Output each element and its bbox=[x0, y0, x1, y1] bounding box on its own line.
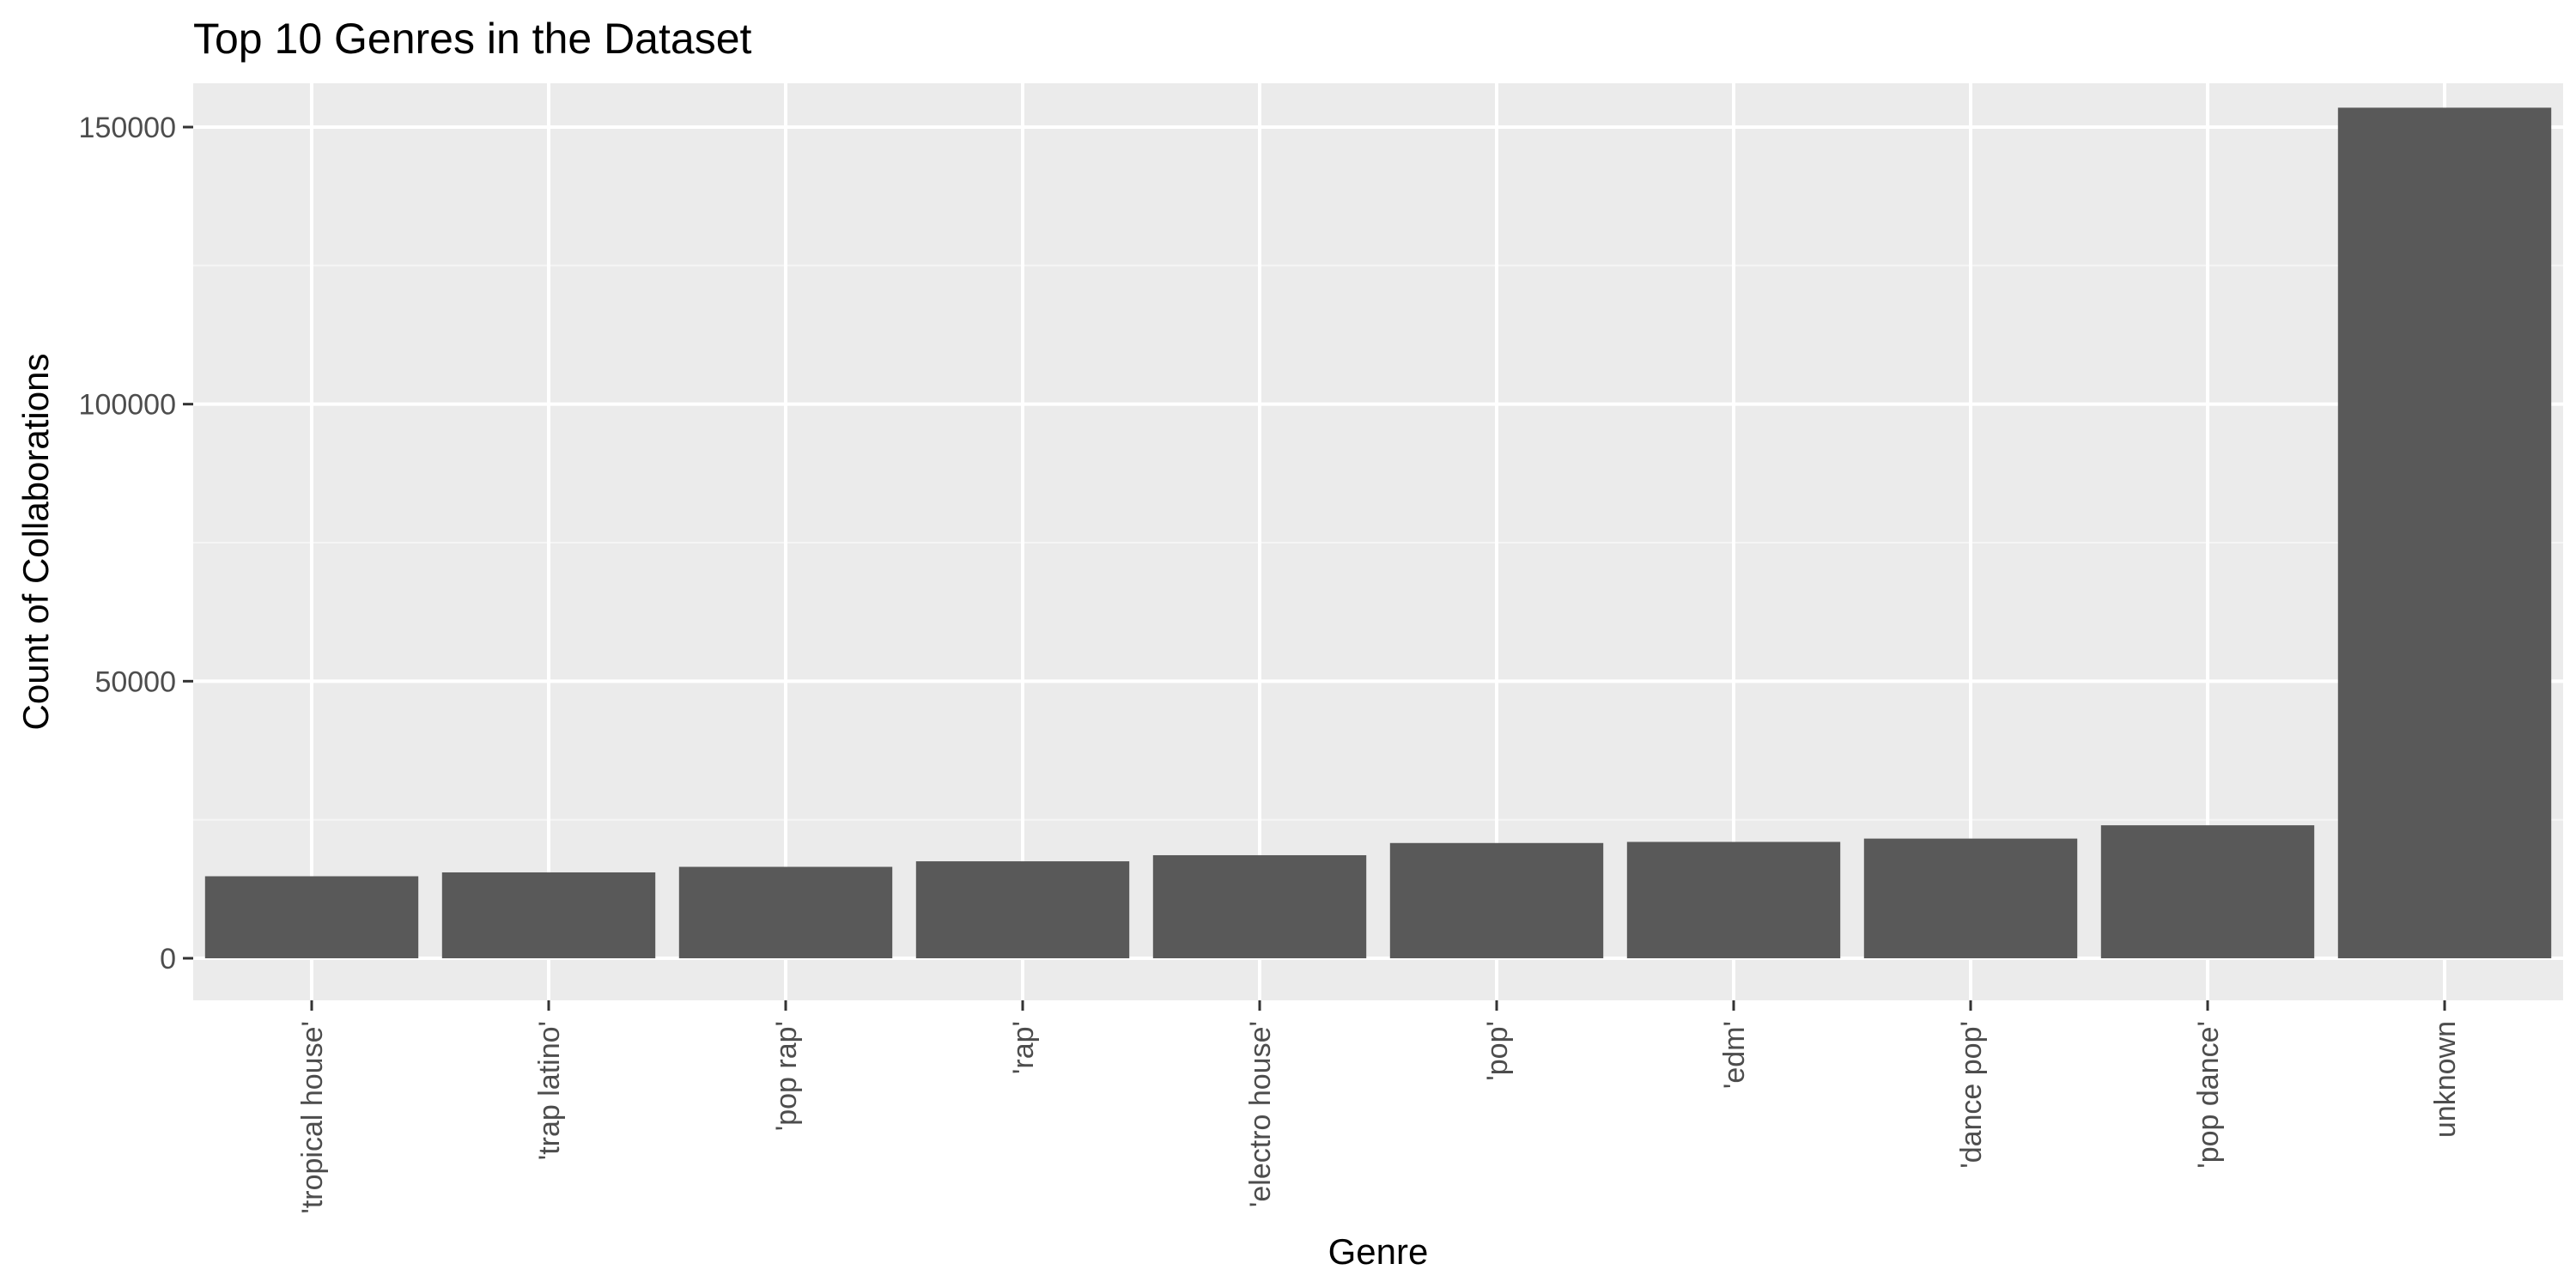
y-tick-label: 0 bbox=[160, 943, 176, 975]
x-tick-label: 'tropical house' bbox=[296, 1021, 329, 1214]
x-tick-label: unknown bbox=[2429, 1021, 2462, 1138]
y-tick-label: 100000 bbox=[79, 389, 176, 422]
bar bbox=[441, 872, 656, 958]
bar bbox=[1152, 854, 1367, 958]
x-tick-label: 'trap latino' bbox=[533, 1021, 566, 1160]
x-axis-title: Genre bbox=[1328, 1231, 1429, 1272]
x-tick-label: 'pop dance' bbox=[2192, 1021, 2225, 1169]
y-axis-title: Count of Collaborations bbox=[15, 354, 56, 731]
bar bbox=[1389, 842, 1604, 958]
y-tick-label: 50000 bbox=[94, 665, 176, 698]
bar bbox=[678, 866, 893, 958]
bar bbox=[204, 876, 419, 958]
grid-lines bbox=[193, 83, 2563, 1000]
bar bbox=[915, 861, 1130, 958]
x-tick-label: 'electro house' bbox=[1244, 1021, 1277, 1207]
bar bbox=[2100, 825, 2315, 958]
x-tick-label: 'rap' bbox=[1007, 1021, 1040, 1074]
chart-title: Top 10 Genres in the Dataset bbox=[193, 15, 751, 63]
x-axis: 'tropical house' 'trap latino' 'pop rap' 'r… bbox=[296, 1000, 2462, 1214]
bar bbox=[1863, 838, 2078, 958]
x-tick-label: 'pop rap' bbox=[770, 1021, 803, 1131]
y-axis: 0 50000 100000 150000 bbox=[79, 112, 193, 975]
x-tick-label: 'dance pop' bbox=[1955, 1021, 1988, 1169]
x-tick-label: 'pop' bbox=[1481, 1021, 1514, 1081]
bars bbox=[204, 107, 2552, 958]
bar bbox=[1626, 841, 1841, 958]
x-tick-label: 'edm' bbox=[1718, 1021, 1751, 1089]
bar bbox=[2337, 107, 2552, 958]
y-tick-label: 150000 bbox=[79, 112, 176, 144]
